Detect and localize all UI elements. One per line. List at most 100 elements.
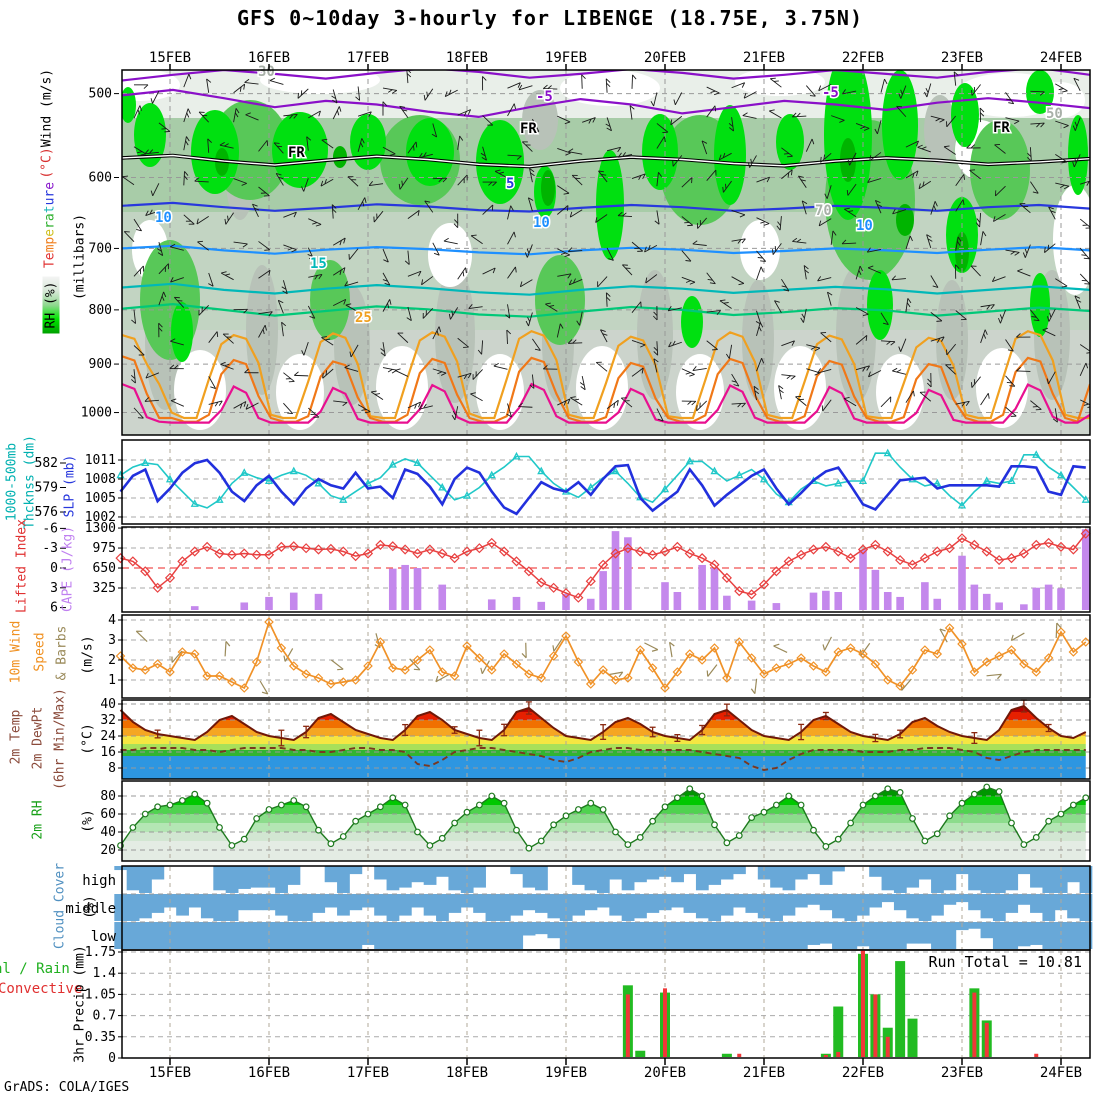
- svg-text:-3: -3: [42, 541, 58, 556]
- svg-text:582: 582: [35, 456, 58, 471]
- svg-text:40: 40: [100, 825, 116, 840]
- svg-text:25: 25: [355, 310, 372, 326]
- svg-text:0.7: 0.7: [93, 1009, 116, 1024]
- svg-text:16: 16: [100, 745, 116, 760]
- svg-text:5: 5: [506, 176, 514, 192]
- svg-text:23FEB: 23FEB: [941, 1065, 983, 1081]
- axis-label-minmax: (6hr Min/Max): [52, 688, 68, 790]
- axis-label-2m-dewpt: 2m DewPt: [30, 706, 46, 770]
- svg-text:30: 30: [258, 64, 275, 80]
- svg-text:325: 325: [93, 581, 116, 596]
- svg-text:-5: -5: [822, 85, 839, 101]
- svg-text:15: 15: [310, 256, 327, 272]
- svg-text:700: 700: [89, 241, 112, 256]
- axis-label-temperature: Temperature: [42, 181, 58, 269]
- axis-label-cloud-units: (%): [82, 895, 98, 919]
- grads-credit: GrADS: COLA/IGES: [4, 1080, 130, 1095]
- svg-text:576: 576: [35, 505, 58, 520]
- svg-text:6: 6: [50, 601, 58, 616]
- svg-text:600: 600: [89, 170, 112, 185]
- svg-text:22FEB: 22FEB: [842, 1065, 884, 1081]
- page-title: GFS 0~10day 3-hourly for LIBENGE (18.75E…: [237, 6, 863, 30]
- axis-label-10m-wind: 10m Wind: [8, 620, 24, 684]
- svg-text:20FEB: 20FEB: [644, 1065, 686, 1081]
- svg-text:4: 4: [108, 613, 116, 628]
- svg-text:15FEB: 15FEB: [149, 50, 191, 66]
- svg-text:23FEB: 23FEB: [941, 50, 983, 66]
- axis-label-thickness-1: 1000-500mb: [4, 442, 20, 522]
- axis-label-millibars: (millibars): [72, 213, 88, 301]
- svg-text:60: 60: [100, 807, 116, 822]
- svg-text:579: 579: [35, 481, 58, 496]
- axis-label-2m-rh-units: (%): [80, 809, 96, 833]
- svg-text:1.75: 1.75: [85, 945, 116, 960]
- svg-text:50: 50: [1046, 106, 1063, 122]
- legend-total-rain: al / Rain: [0, 961, 70, 977]
- svg-text:10: 10: [856, 218, 873, 234]
- svg-text:1.4: 1.4: [93, 966, 117, 981]
- svg-text:17FEB: 17FEB: [347, 1065, 389, 1081]
- svg-text:1300: 1300: [85, 521, 116, 536]
- svg-text:10: 10: [533, 215, 550, 231]
- svg-text:16FEB: 16FEB: [248, 50, 290, 66]
- axis-label-10m-barbs: & Barbs: [54, 625, 70, 681]
- axis-label-precip: 3hr Precip (mm): [72, 945, 88, 1063]
- svg-text:19FEB: 19FEB: [545, 50, 587, 66]
- svg-text:8: 8: [108, 761, 116, 776]
- svg-text:24: 24: [100, 729, 116, 744]
- axis-label-rh-shading: RH (%): [42, 276, 60, 334]
- svg-text:24FEB: 24FEB: [1040, 1065, 1082, 1081]
- svg-text:2: 2: [108, 653, 116, 668]
- svg-text:1.05: 1.05: [85, 987, 116, 1002]
- svg-text:24FEB: 24FEB: [1040, 50, 1082, 66]
- axis-label-10m-units: (m/s): [80, 635, 96, 675]
- axis-label-thickness-2: Thcknss (dm): [22, 435, 38, 529]
- svg-text:1000: 1000: [81, 406, 112, 421]
- svg-text:500: 500: [89, 87, 112, 102]
- axis-label-degc-red: (°C): [39, 147, 55, 179]
- svg-text:high: high: [82, 873, 116, 889]
- svg-text:1005: 1005: [85, 491, 116, 506]
- svg-text:20: 20: [100, 843, 116, 858]
- axis-label-2m-rh: 2m RH: [30, 800, 46, 840]
- svg-text:16FEB: 16FEB: [248, 1065, 290, 1081]
- axis-label-2m-temp: 2m Temp: [8, 709, 24, 765]
- axis-label-10m-speed: Speed: [32, 632, 48, 672]
- svg-text:1002: 1002: [85, 510, 116, 525]
- svg-text:10: 10: [155, 210, 172, 226]
- svg-text:20FEB: 20FEB: [644, 50, 686, 66]
- svg-text:80: 80: [100, 789, 116, 804]
- svg-text:1011: 1011: [85, 453, 116, 468]
- svg-text:650: 650: [93, 561, 116, 576]
- svg-text:3: 3: [108, 633, 116, 648]
- svg-text:middle: middle: [65, 901, 116, 917]
- svg-text:22FEB: 22FEB: [842, 50, 884, 66]
- axis-label-cloud-cover: Cloud Cover: [52, 862, 68, 950]
- svg-text:17FEB: 17FEB: [347, 50, 389, 66]
- svg-text:70: 70: [815, 203, 832, 219]
- svg-text:1008: 1008: [85, 472, 116, 487]
- axis-label-slp: SLP (mb): [62, 454, 78, 518]
- svg-text:Run Total = 10.81: Run Total = 10.81: [928, 953, 1082, 971]
- axis-label-wind-units: Wind (m/s): [39, 68, 55, 148]
- axis-label-lifted-index: Lifted Index: [14, 519, 30, 613]
- svg-text:21FEB: 21FEB: [743, 1065, 785, 1081]
- svg-text:low: low: [91, 929, 117, 945]
- svg-text:975: 975: [93, 541, 116, 556]
- svg-text:19FEB: 19FEB: [545, 1065, 587, 1081]
- svg-text:0.35: 0.35: [85, 1030, 116, 1045]
- svg-text:1: 1: [108, 673, 116, 688]
- svg-text:0: 0: [108, 1051, 116, 1066]
- svg-text:0: 0: [50, 561, 58, 576]
- svg-text:FR: FR: [993, 120, 1010, 136]
- axis-label-2m-temp-units: (°C): [80, 723, 96, 755]
- svg-text:18FEB: 18FEB: [446, 50, 488, 66]
- svg-text:21FEB: 21FEB: [743, 50, 785, 66]
- svg-text:15FEB: 15FEB: [149, 1065, 191, 1081]
- svg-text:-6: -6: [42, 521, 58, 536]
- axis-label-cape: CAPE (J/kg): [60, 525, 76, 613]
- svg-text:32: 32: [100, 713, 116, 728]
- svg-text:18FEB: 18FEB: [446, 1065, 488, 1081]
- svg-text:FR: FR: [520, 121, 537, 137]
